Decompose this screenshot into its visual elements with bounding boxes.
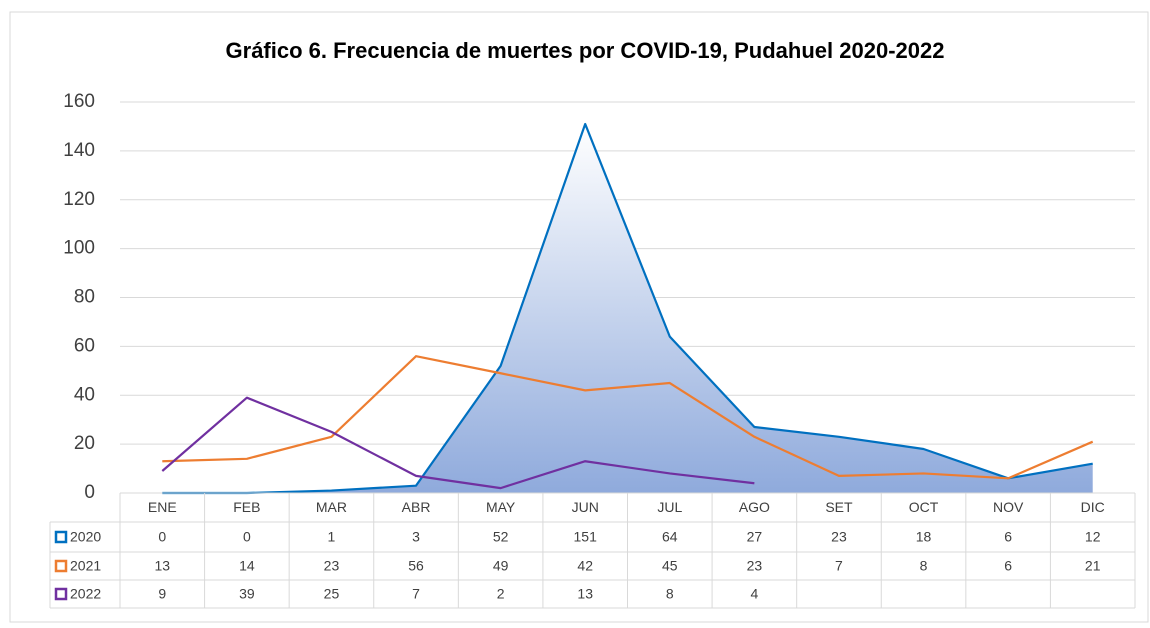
y-tick-label: 100 xyxy=(63,238,95,259)
table-cell: 0 xyxy=(158,529,166,545)
x-tick-label: ABR xyxy=(402,499,431,515)
x-tick-label: DIC xyxy=(1081,499,1105,515)
table-cell: 8 xyxy=(666,586,674,602)
x-tick-label: JUN xyxy=(572,499,599,515)
y-tick-label: 0 xyxy=(84,482,95,503)
table-cell: 2 xyxy=(497,586,505,602)
legend-key xyxy=(54,587,68,601)
table-cell: 23 xyxy=(831,529,847,545)
y-tick-label: 60 xyxy=(74,335,95,356)
table-cell: 23 xyxy=(324,558,340,574)
legend-key xyxy=(54,559,68,573)
y-tick-label: 80 xyxy=(74,287,95,308)
table-cell: 6 xyxy=(1004,529,1012,545)
x-tick-label: AGO xyxy=(739,499,770,515)
line xyxy=(162,355,1094,480)
table-cell: 13 xyxy=(155,558,171,574)
line xyxy=(161,396,755,490)
y-tick-label: 40 xyxy=(74,384,95,405)
y-tick-label: 20 xyxy=(74,433,95,454)
y-tick-label: 160 xyxy=(63,91,95,112)
table-cell: 45 xyxy=(662,558,678,574)
x-tick-label: ENE xyxy=(148,499,177,515)
x-tick-label: JUL xyxy=(657,499,682,515)
x-tick-label: FEB xyxy=(233,499,260,515)
x-tick-label: MAY xyxy=(486,499,516,515)
legend-label: 2022 xyxy=(70,586,101,602)
table-cell: 1 xyxy=(328,529,336,545)
table-cell: 39 xyxy=(239,586,255,602)
table-cell: 18 xyxy=(916,529,932,545)
x-tick-label: NOV xyxy=(993,499,1024,515)
table-cell: 56 xyxy=(408,558,424,574)
table-cell: 52 xyxy=(493,529,509,545)
table-cell: 13 xyxy=(577,586,593,602)
table-cell: 3 xyxy=(412,529,420,545)
legend-label: 2020 xyxy=(70,529,101,545)
legend-key xyxy=(54,530,68,544)
table-cell: 14 xyxy=(239,558,255,574)
y-tick-label: 140 xyxy=(63,140,95,161)
y-tick-label: 120 xyxy=(63,189,95,210)
x-tick-label: MAR xyxy=(316,499,347,515)
area xyxy=(162,123,1093,494)
table-cell: 9 xyxy=(158,586,166,602)
x-tick-label: OCT xyxy=(909,499,939,515)
x-tick-label: SET xyxy=(825,499,853,515)
table-cell: 49 xyxy=(493,558,509,574)
table-cell: 4 xyxy=(750,586,758,602)
table-cell: 7 xyxy=(412,586,420,602)
chart-title: Gráfico 6. Frecuencia de muertes por COV… xyxy=(226,38,945,63)
legend-label: 2021 xyxy=(70,558,101,574)
table-cell: 27 xyxy=(747,529,763,545)
table-cell: 25 xyxy=(324,586,340,602)
table-cell: 42 xyxy=(577,558,593,574)
table-cell: 8 xyxy=(920,558,928,574)
table-cell: 6 xyxy=(1004,558,1012,574)
table-cell: 64 xyxy=(662,529,678,545)
table-cell: 23 xyxy=(747,558,763,574)
line xyxy=(162,122,1093,495)
table-cell: 12 xyxy=(1085,529,1101,545)
table-cell: 7 xyxy=(835,558,843,574)
table-cell: 151 xyxy=(574,529,598,545)
table-cell: 21 xyxy=(1085,558,1101,574)
table-cell: 0 xyxy=(243,529,251,545)
